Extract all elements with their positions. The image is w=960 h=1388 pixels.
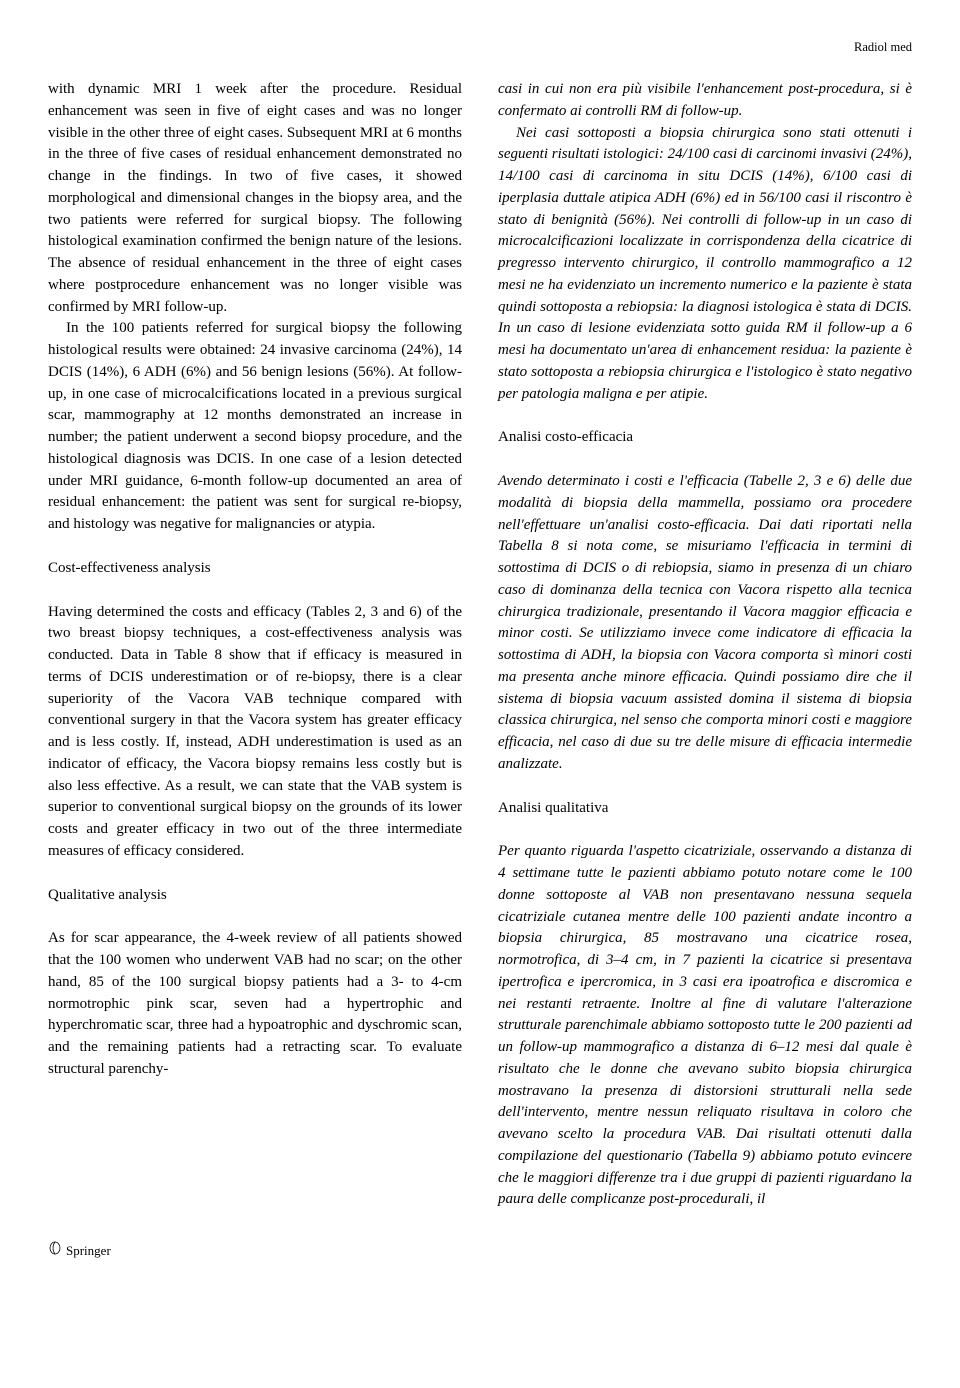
body-paragraph: In the 100 patients referred for surgica… xyxy=(48,318,462,536)
section-heading-costo-efficacia: Analisi costo-efficacia xyxy=(498,427,912,449)
footer: Springer xyxy=(48,1241,912,1260)
body-paragraph: with dynamic MRI 1 week after the proced… xyxy=(48,79,462,318)
body-paragraph-italic: casi in cui non era più visibile l'enhan… xyxy=(498,79,912,123)
journal-header: Radiol med xyxy=(48,40,912,55)
publisher-name: Springer xyxy=(66,1243,111,1259)
body-paragraph-italic: Nei casi sottoposti a biopsia chirurgica… xyxy=(498,123,912,406)
body-paragraph: As for scar appearance, the 4-week revie… xyxy=(48,928,462,1080)
springer-icon xyxy=(48,1241,62,1260)
right-column: casi in cui non era più visibile l'enhan… xyxy=(498,79,912,1211)
section-heading-qualitative: Qualitative analysis xyxy=(48,885,462,907)
section-heading-cost-effectiveness: Cost-effectiveness analysis xyxy=(48,558,462,580)
two-column-layout: with dynamic MRI 1 week after the proced… xyxy=(48,79,912,1211)
body-paragraph: Having determined the costs and efficacy… xyxy=(48,602,462,863)
body-paragraph-italic: Avendo determinato i costi e l'efficacia… xyxy=(498,471,912,776)
left-column: with dynamic MRI 1 week after the proced… xyxy=(48,79,462,1211)
body-paragraph-italic: Per quanto riguarda l'aspetto cicatrizia… xyxy=(498,841,912,1211)
section-heading-qualitativa: Analisi qualitativa xyxy=(498,798,912,820)
